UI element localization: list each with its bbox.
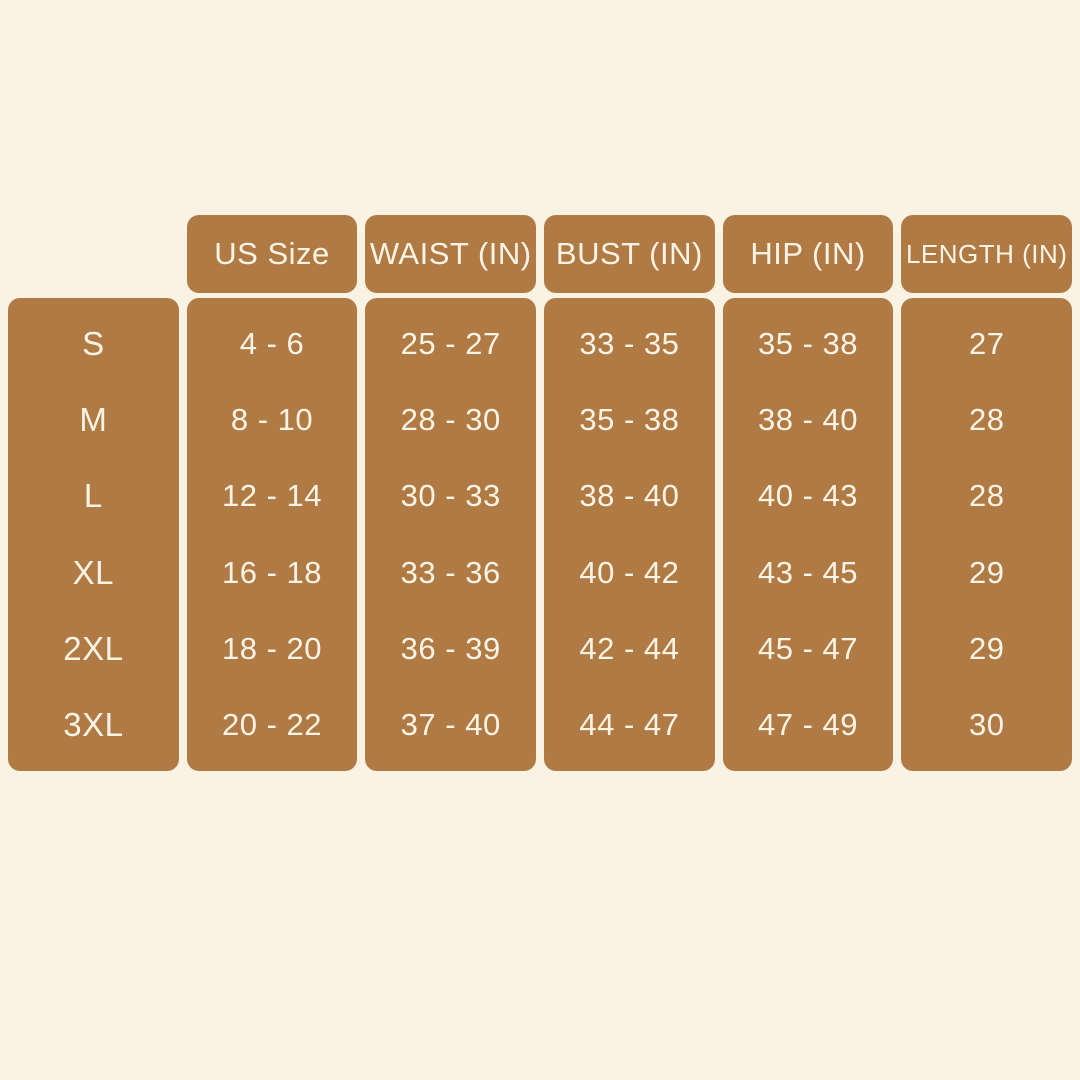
table-cell: 38 - 40 [579,478,680,514]
column-length-in: LENGTH (IN) 27 28 28 29 29 30 [901,215,1073,771]
table-cell: 28 [968,478,1005,514]
table-cell: 33 - 35 [579,326,680,362]
table-cell: 40 - 43 [758,478,859,514]
table-cell: 16 - 18 [222,554,323,590]
table-cell: 30 - 33 [400,478,501,514]
table-cell: 8 - 10 [230,402,314,438]
table-cell: 45 - 47 [758,630,859,666]
table-cell: L [83,477,103,515]
table-cell: 3XL [63,705,124,743]
table-cell: 25 - 27 [400,326,501,362]
column-header-us-size: US Size [186,215,358,293]
column-waist-in: WAIST (IN) 25 - 27 28 - 30 30 - 33 33 - 36 36… [365,215,537,771]
table-cell: 35 - 38 [758,326,859,362]
table-cell: 44 - 47 [579,706,680,742]
table-cell: 40 - 42 [579,554,680,590]
table-cell: 42 - 44 [579,630,680,666]
table-cell: M [79,401,108,439]
column-body-waist-in: 25 - 27 28 - 30 30 - 33 33 - 36 36 - 39 37 - … [365,298,537,771]
table-cell: 37 - 40 [400,706,501,742]
table-cell: 29 [968,554,1005,590]
table-cell: 36 - 39 [400,630,501,666]
table-cell: 28 [968,402,1005,438]
column-us-size: US Size 4 - 6 8 - 10 12 - 14 16 - 18 18 - 20 2… [186,215,358,771]
column-header-bust-in: BUST (IN) [544,215,715,293]
table-cell: 4 - 6 [239,326,305,362]
table-cell: 30 [968,706,1005,742]
table-cell: S [82,325,105,363]
column-hip-in: HIP (IN) 35 - 38 38 - 40 40 - 43 43 - 45 45 -… [722,215,894,771]
table-cell: 35 - 38 [579,402,680,438]
column-header-hip-in: HIP (IN) [722,215,894,293]
table-cell: 33 - 36 [400,554,501,590]
column-header-empty [8,215,179,293]
column-body-size-label: S M L XL 2XL 3XL [8,298,179,771]
column-body-us-size: 4 - 6 8 - 10 12 - 14 16 - 18 18 - 20 20 - 22 [186,298,358,771]
table-cell: 20 - 22 [222,706,323,742]
column-bust-in: BUST (IN) 33 - 35 35 - 38 38 - 40 40 - 42 42 … [544,215,715,771]
column-body-hip-in: 35 - 38 38 - 40 40 - 43 43 - 45 45 - 47 47 - … [722,298,894,771]
column-body-length-in: 27 28 28 29 29 30 [901,298,1073,771]
table-cell: 28 - 30 [400,402,501,438]
table-cell: 2XL [63,629,124,667]
table-cell: 29 [968,630,1005,666]
column-body-bust-in: 33 - 35 35 - 38 38 - 40 40 - 42 42 - 44 44 - … [544,298,715,771]
size-chart-table: S M L XL 2XL 3XL US Size 4 - 6 8 - 10 12 - 14 16 -… [8,215,1073,771]
table-cell: 27 [968,326,1005,362]
column-size-label: S M L XL 2XL 3XL [8,215,179,771]
table-cell: XL [72,553,115,591]
column-header-length-in: LENGTH (IN) [901,215,1073,293]
table-cell: 47 - 49 [758,706,859,742]
table-cell: 38 - 40 [758,402,859,438]
table-cell: 18 - 20 [222,630,323,666]
table-cell: 43 - 45 [758,554,859,590]
table-cell: 12 - 14 [222,478,323,514]
column-header-waist-in: WAIST (IN) [365,215,537,293]
